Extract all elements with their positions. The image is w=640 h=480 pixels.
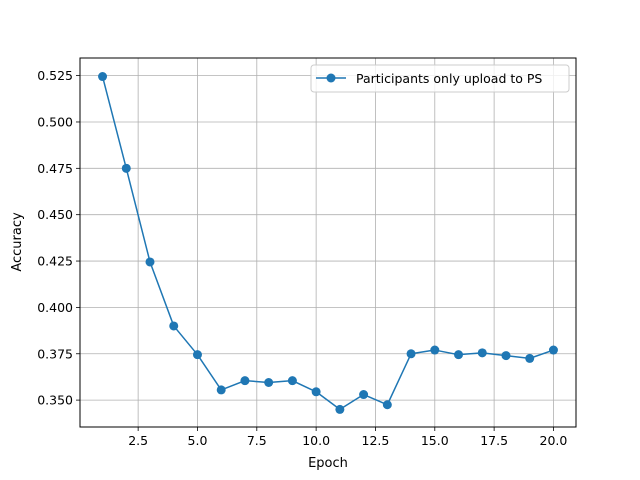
legend: Participants only upload to PS (310, 64, 570, 93)
x-tick-label: 20.0 (540, 433, 568, 448)
y-tick-label: 0.475 (37, 161, 73, 176)
data-point (121, 163, 131, 173)
y-tick-label: 0.425 (37, 254, 73, 269)
x-tick-label: 12.5 (362, 433, 390, 448)
data-point (311, 387, 321, 397)
series-layer (98, 72, 558, 414)
x-tick-label: 7.5 (247, 433, 267, 448)
legend-series-label: Participants only upload to PS (356, 71, 542, 86)
y-tick-label: 0.400 (37, 300, 73, 315)
data-point (98, 72, 108, 82)
data-point (169, 321, 179, 331)
legend-box (310, 64, 570, 93)
series-line (101, 76, 554, 411)
data-point (454, 350, 464, 360)
y-tick-label: 0.350 (37, 393, 73, 408)
data-point (287, 376, 297, 386)
data-point (430, 345, 440, 355)
data-point (145, 257, 155, 267)
data-point (240, 376, 250, 386)
legend-series-marker (326, 73, 336, 83)
x-axis-label: Epoch (308, 456, 348, 471)
y-tick-label: 0.375 (37, 346, 73, 361)
x-tick-label: 2.5 (128, 433, 148, 448)
y-tick-label: 0.500 (37, 114, 73, 129)
axis-ticks: 2.5 5.0 7.5 10.0 12.5 15.0 17.5 20.0 0.350 0.375 0… (37, 68, 567, 448)
plot-frame (79, 57, 577, 428)
x-tick-label: 10.0 (302, 433, 330, 448)
data-point (525, 353, 535, 363)
data-point (406, 349, 416, 359)
data-point (192, 350, 202, 360)
x-tick-label: 17.5 (480, 433, 508, 448)
data-point (359, 390, 369, 400)
grid (80, 58, 576, 427)
y-tick-label: 0.450 (37, 207, 73, 222)
data-point (548, 345, 558, 355)
y-tick-label: 0.525 (37, 68, 73, 83)
data-point (335, 404, 345, 414)
x-tick-label: 15.0 (421, 433, 449, 448)
data-point (382, 400, 392, 410)
data-point (501, 351, 511, 361)
data-point (216, 385, 226, 395)
x-tick-label: 5.0 (188, 433, 208, 448)
data-point (477, 348, 487, 358)
data-point (264, 377, 274, 387)
y-axis-label: Accuracy (10, 212, 25, 272)
